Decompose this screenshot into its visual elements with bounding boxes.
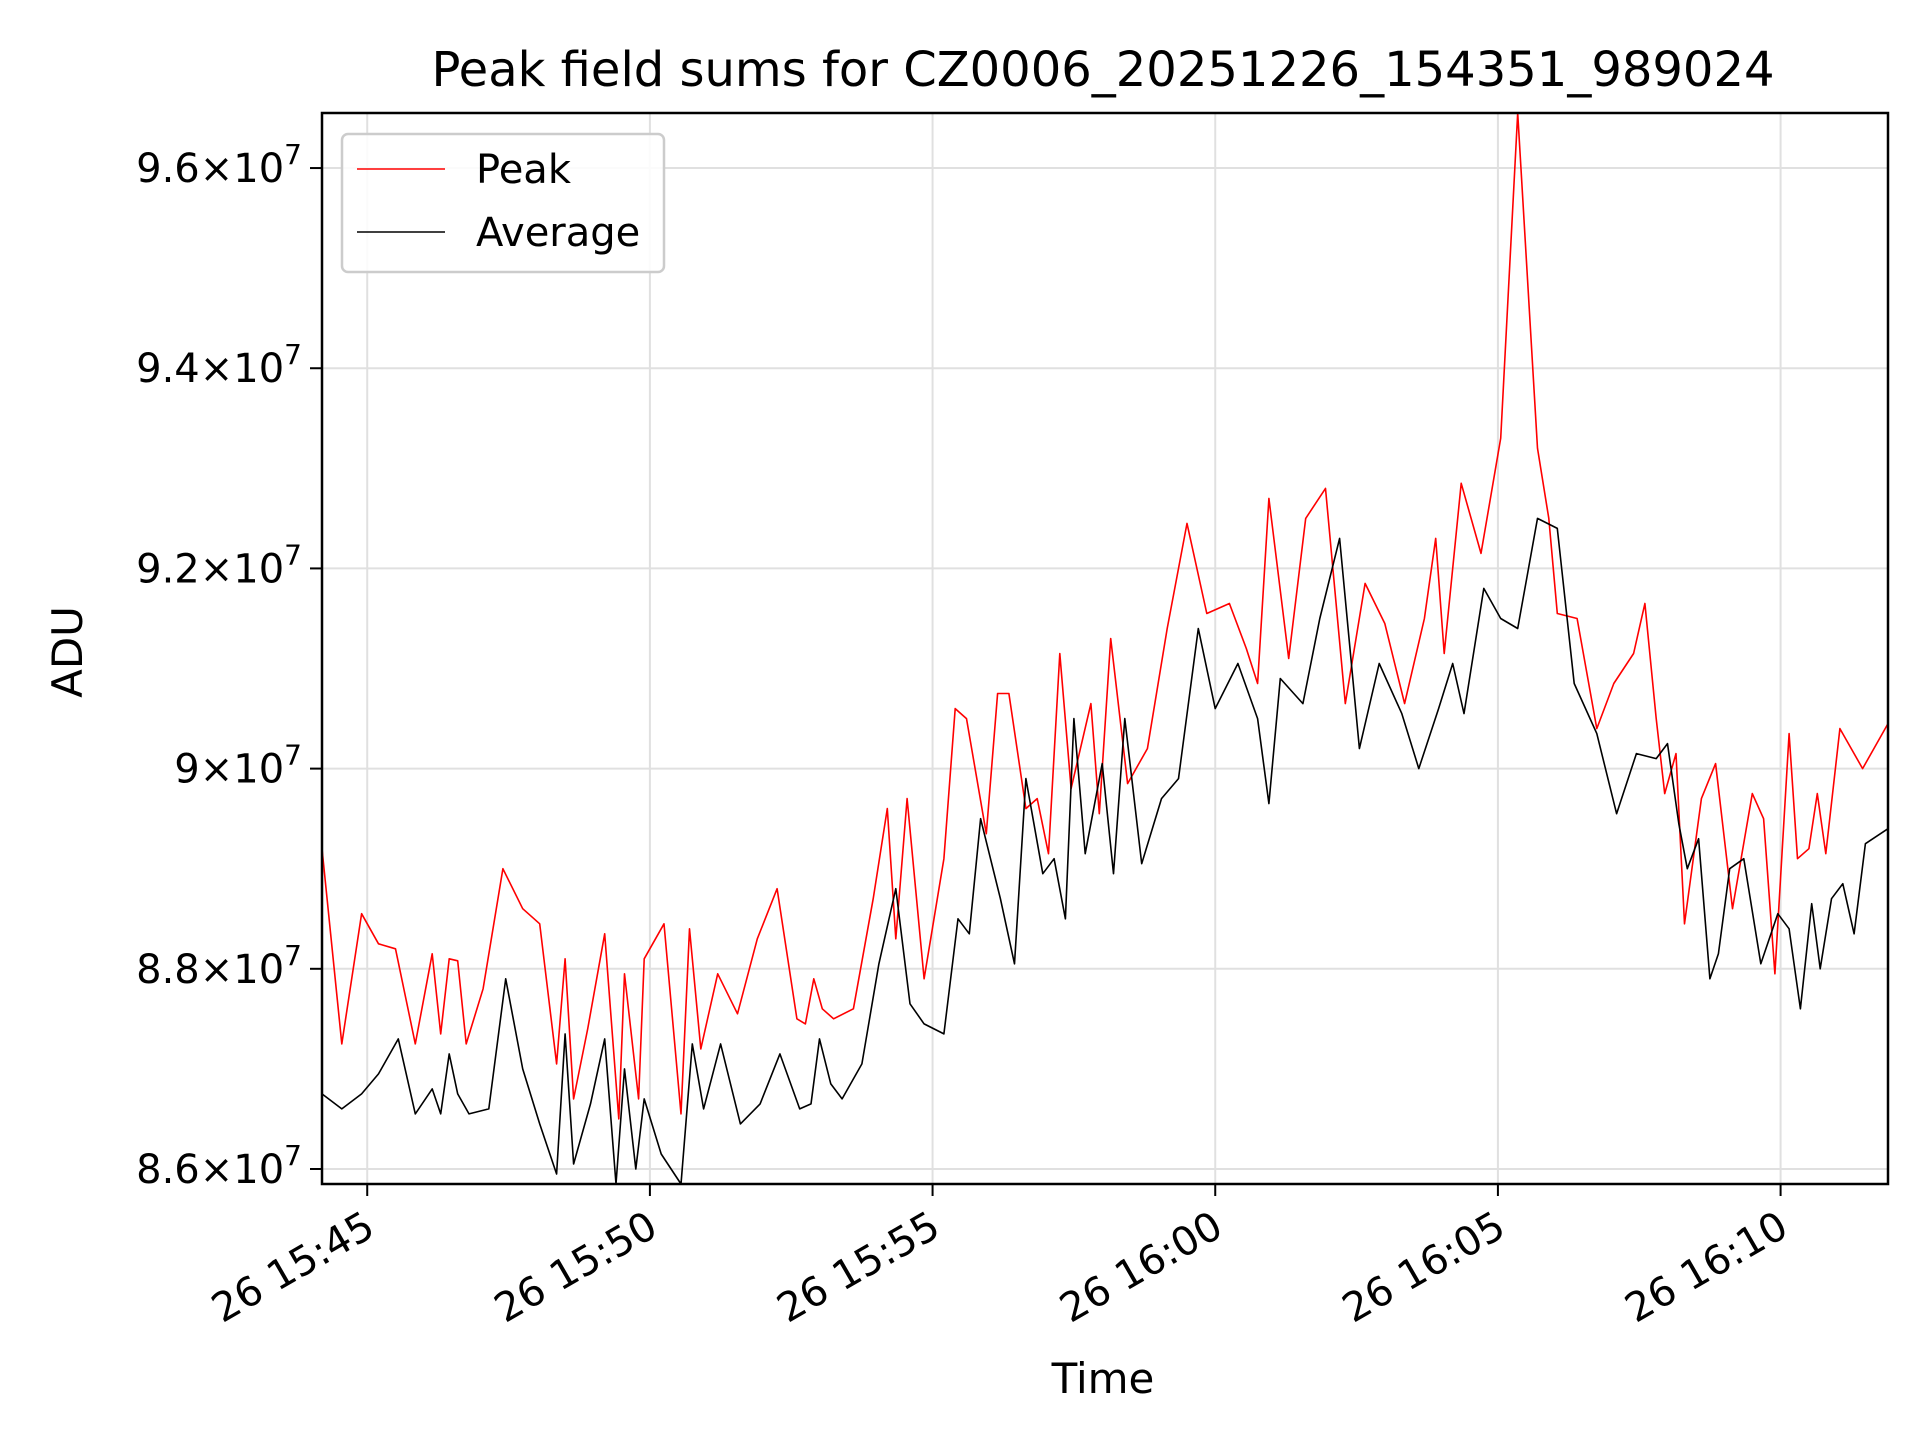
y-tick-times-ten: ×10 (200, 747, 284, 793)
y-tick-exponent: 7 (284, 338, 302, 371)
y-tick-label: 9.6×107 (136, 138, 302, 192)
y-tick-label: 9×107 (174, 739, 302, 793)
y-tick-label: 9.2×107 (136, 538, 302, 592)
series-lines (321, 112, 1889, 1185)
y-tick-mantissa: 8.8 (136, 947, 200, 993)
y-tick-label: 8.6×107 (136, 1139, 302, 1193)
y-tick-exponent: 7 (284, 138, 302, 171)
y-axis-title: ADU (43, 606, 92, 698)
x-axis-title: Time (1051, 1354, 1155, 1403)
y-tick-label: 8.8×107 (136, 939, 302, 993)
y-tick-times-ten: ×10 (200, 146, 284, 192)
y-tick-exponent: 7 (284, 1139, 302, 1172)
legend-label-peak: Peak (476, 147, 572, 193)
y-tick-mantissa: 9 (174, 747, 199, 793)
y-tick-times-ten: ×10 (200, 346, 284, 392)
y-tick-mantissa: 9.2 (136, 546, 200, 592)
y-tick-label: 9.4×107 (136, 338, 302, 392)
legend-label-average: Average (476, 210, 640, 256)
chart-title: Peak field sums for CZ0006_20251226_1543… (431, 42, 1774, 98)
series-line-average (321, 517, 1889, 1185)
y-tick-times-ten: ×10 (200, 546, 284, 592)
y-tick-mantissa: 9.4 (136, 346, 200, 392)
plot-frame (320, 111, 1890, 1186)
y-tick-exponent: 7 (284, 939, 302, 972)
y-tick-exponent: 7 (284, 538, 302, 571)
legend: Peak Average (340, 132, 666, 274)
series-line-peak (321, 112, 1889, 1120)
y-tick-mantissa: 8.6 (136, 1147, 200, 1193)
y-tick-mantissa: 9.6 (136, 146, 200, 192)
y-tick-exponent: 7 (284, 739, 302, 772)
y-tick-times-ten: ×10 (200, 1147, 284, 1193)
y-tick-times-ten: ×10 (200, 947, 284, 993)
